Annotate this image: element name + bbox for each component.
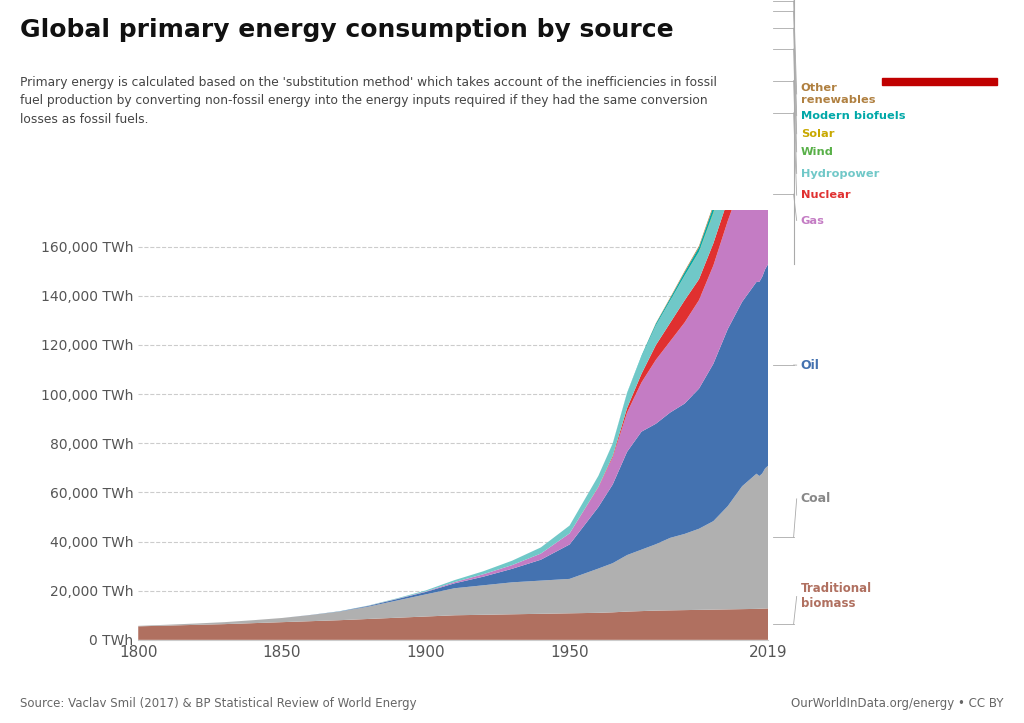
Text: Source: Vaclav Smil (2017) & BP Statistical Review of World Energy: Source: Vaclav Smil (2017) & BP Statisti… (20, 697, 417, 710)
Text: Hydropower: Hydropower (801, 168, 880, 179)
Text: in Data: in Data (915, 54, 964, 67)
Text: Oil: Oil (801, 359, 819, 372)
Text: Coal: Coal (801, 492, 831, 505)
Text: Primary energy is calculated based on the 'substitution method' which takes acco: Primary energy is calculated based on th… (20, 76, 718, 126)
Bar (882, 78, 997, 85)
Text: Global primary energy consumption by source: Global primary energy consumption by sou… (20, 18, 674, 42)
Text: Nuclear: Nuclear (801, 190, 850, 200)
Text: Wind: Wind (801, 147, 834, 157)
Text: Modern biofuels: Modern biofuels (801, 111, 905, 121)
Text: OurWorldInData.org/energy • CC BY: OurWorldInData.org/energy • CC BY (791, 697, 1004, 710)
Text: Our World: Our World (906, 35, 973, 47)
Text: Gas: Gas (801, 215, 824, 226)
Text: Traditional
biomass: Traditional biomass (801, 583, 871, 610)
Text: Solar: Solar (801, 129, 835, 139)
Text: Other
renewables: Other renewables (801, 83, 876, 105)
